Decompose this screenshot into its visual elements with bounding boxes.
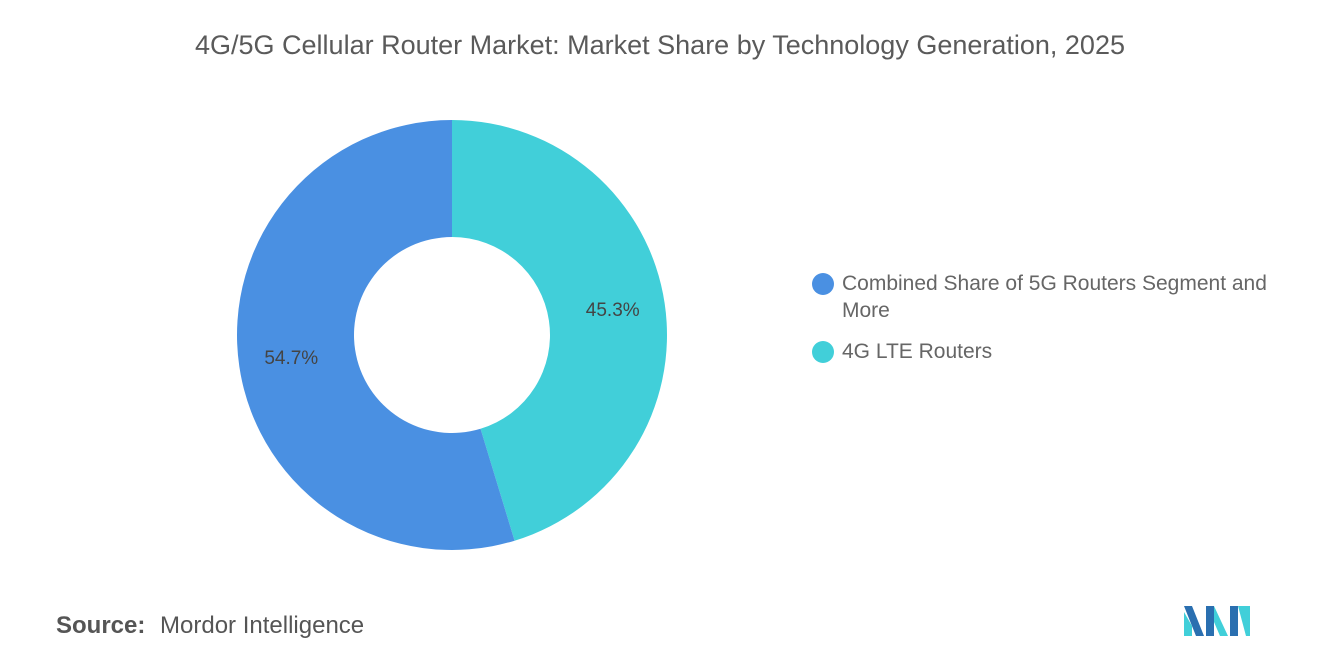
legend-swatch-5g — [812, 273, 834, 295]
donut-slice-0 — [452, 120, 668, 541]
source-label: Source: — [56, 612, 146, 639]
legend-label-5g: Combined Share of 5G Routers Segment and… — [842, 272, 1267, 322]
source-footer: Source: Mordor Intelligence — [56, 612, 364, 640]
legend-item-5g: Combined Share of 5G Routers Segment and… — [812, 270, 1312, 324]
source-value: Mordor Intelligence — [160, 612, 365, 639]
mordor-intelligence-logo-icon — [1184, 606, 1250, 636]
donut-data-label-0: 45.3% — [586, 300, 640, 321]
donut-slice-1 — [237, 120, 515, 550]
legend-swatch-4g-lte — [812, 341, 834, 363]
donut-slices — [237, 120, 668, 550]
legend-label-4g-lte: 4G LTE Routers — [842, 340, 993, 363]
chart-title: 4G/5G Cellular Router Market: Market Sha… — [195, 30, 1125, 60]
donut-data-labels: 45.3% 54.7% — [264, 300, 639, 369]
legend: Combined Share of 5G Routers Segment and… — [812, 270, 1312, 379]
legend-item-4g-lte: 4G LTE Routers — [812, 338, 1312, 365]
donut-data-label-1: 54.7% — [264, 348, 318, 369]
